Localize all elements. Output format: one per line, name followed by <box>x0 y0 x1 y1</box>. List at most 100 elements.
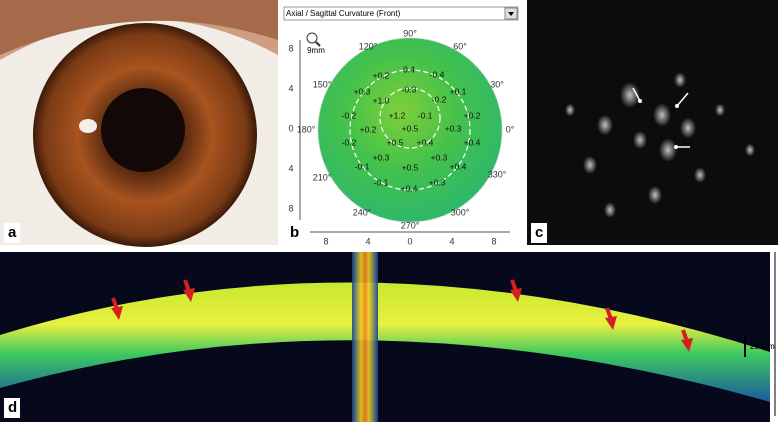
cell <box>745 143 755 157</box>
map-value: +0.3 <box>373 152 390 162</box>
x-tick-label: 4 <box>365 236 370 246</box>
map-value: -0.4 <box>430 69 445 79</box>
map-value: +0.2 <box>373 70 390 80</box>
map-value: 0.4 <box>403 64 415 74</box>
map-value: +0.4 <box>417 137 434 147</box>
map-value: +0.2 <box>360 124 377 134</box>
y-tick-label: 8 <box>288 203 293 213</box>
eyelid <box>0 0 278 55</box>
reflection <box>79 119 97 133</box>
cornea-band <box>0 282 770 402</box>
map-value: +0.3 <box>445 123 462 133</box>
panel-label-bg <box>286 223 302 243</box>
x-tick-label: 0 <box>407 236 412 246</box>
zoom-label: 9mm <box>307 46 325 55</box>
cell <box>653 103 671 127</box>
angle-label: 0° <box>506 124 515 134</box>
cell <box>680 117 696 139</box>
arrow-head <box>183 288 195 302</box>
cell <box>633 130 647 150</box>
panel-label: d <box>8 399 17 416</box>
arrow <box>676 92 689 107</box>
cell <box>604 202 616 218</box>
y-tick-label: 8 <box>288 43 293 53</box>
angle-label: 330° <box>488 169 507 179</box>
cell <box>597 114 613 136</box>
angle-label: 90° <box>403 28 417 38</box>
map-value: -0.2 <box>342 110 357 120</box>
angle-label: 240° <box>353 207 372 217</box>
cell <box>565 103 575 117</box>
panel-label: a <box>8 224 17 241</box>
cell <box>674 72 686 88</box>
panel-label-bg <box>4 398 20 418</box>
dropdown-text: Axial / Sagittal Curvature (Front) <box>286 9 401 18</box>
zone-ring <box>379 87 441 149</box>
map-value: +0.5 <box>402 162 419 172</box>
panel-label-bg <box>4 223 20 243</box>
map-value: -0.1 <box>418 110 433 120</box>
cell <box>715 103 725 117</box>
angle-ring <box>317 37 503 223</box>
reflection-artifact <box>352 252 378 422</box>
map-value: +1.0 <box>373 95 390 105</box>
topography-map <box>318 38 502 222</box>
map-value: +0.5 <box>387 137 404 147</box>
map-value: +0.4 <box>401 183 418 193</box>
map-value: +0.4 <box>464 137 481 147</box>
x-tick-label: 8 <box>491 236 496 246</box>
x-tick-label: 8 <box>323 236 328 246</box>
panel-label: c <box>535 224 543 241</box>
angle-label: 60° <box>453 41 467 51</box>
angle-label: 210° <box>313 172 332 182</box>
map-value: +0.3 <box>431 152 448 162</box>
y-tick-label: 0 <box>288 123 293 133</box>
angle-label: 270° <box>401 220 420 230</box>
angle-label: 120° <box>359 41 378 51</box>
map-value: +0.5 <box>402 123 419 133</box>
map-value: +0.1 <box>450 86 467 96</box>
zone-ring <box>349 69 471 191</box>
cell <box>583 155 597 175</box>
map-value: +1.2 <box>389 110 406 120</box>
angle-label: 30° <box>490 79 504 89</box>
dropdown[interactable] <box>283 6 519 21</box>
map-value: -0.2 <box>432 94 447 104</box>
map-value: -0.3 <box>402 84 417 94</box>
zoom-icon <box>306 32 318 44</box>
arrow-head <box>638 99 642 103</box>
arrow-head <box>675 104 679 108</box>
panel-a <box>0 0 278 247</box>
map-value: +0.4 <box>450 161 467 171</box>
arrow-head <box>510 288 522 302</box>
arrow-head <box>605 316 617 330</box>
arrow-head <box>681 338 693 352</box>
arrow-head <box>674 145 678 149</box>
angle-label: 180° <box>297 124 316 134</box>
map-value: -0.2 <box>342 137 357 147</box>
angle-label: 150° <box>313 79 332 89</box>
panel-label: b <box>290 224 299 241</box>
cell <box>694 167 706 183</box>
confocal-image <box>527 0 778 245</box>
panel-c <box>527 0 778 245</box>
angle-label: 300° <box>451 207 470 217</box>
cell <box>648 185 662 205</box>
map-value: -0.1 <box>374 177 389 187</box>
x-tick-label: 4 <box>449 236 454 246</box>
zoom-icon <box>315 41 321 47</box>
map-value: +0.2 <box>464 110 481 120</box>
cell <box>620 82 640 108</box>
map-value: +0.3 <box>354 86 371 96</box>
cell <box>659 138 677 162</box>
panel-b: Axial / Sagittal Curvature (Front) 9mm 90°… <box>282 0 522 246</box>
y-tick-label: 4 <box>288 83 293 93</box>
arrow-head <box>111 306 123 320</box>
arrow <box>632 87 641 102</box>
map-value: -0.1 <box>355 161 370 171</box>
dropdown-arrow <box>508 12 514 16</box>
panel-label-bg <box>531 223 547 243</box>
panel-d: 250µm <box>0 252 776 422</box>
y-tick-label: 4 <box>288 163 293 173</box>
